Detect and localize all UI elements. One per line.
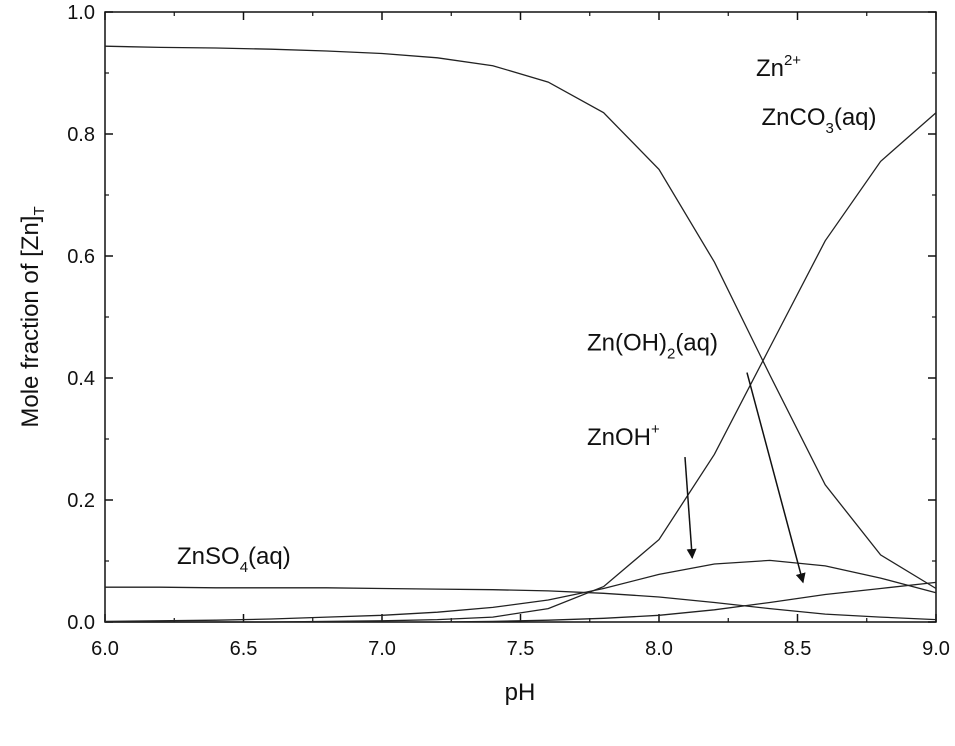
x-tick-label: 6.5: [230, 638, 258, 660]
x-tick-label: 7.0: [368, 638, 396, 660]
arrow-znoh: [684, 457, 697, 559]
x-tick-label: 8.0: [645, 638, 673, 660]
y-tick-label: 0.8: [67, 124, 95, 146]
series-line-znso4-aq: [105, 586, 937, 621]
series-line-zn2: [104, 45, 937, 590]
series-lines: [104, 45, 937, 623]
label-znoh: ZnOH+: [587, 421, 660, 451]
y-tick-label: 0.0: [67, 612, 95, 634]
annotations: Zn2+ ZnCO3(aq) Zn(OH)2(aq) ZnOH+ ZnSO4(aq): [177, 52, 877, 584]
axis-ticks: 6.0 6.5 7.0 7.5 8.0 8.5 9.0 0.0 0.2 0.4 0.6 0.8 1.0: [67, 2, 950, 660]
series-line-zn-oh-2-aq: [105, 581, 937, 623]
y-tick-label: 0.2: [67, 490, 95, 512]
y-axis-title-sub: T: [31, 206, 48, 215]
label-znso4: ZnSO4(aq): [177, 543, 291, 576]
y-tick-label: 0.6: [67, 246, 95, 268]
label-znco3: ZnCO3(aq): [761, 104, 876, 137]
label-zn2: Zn2+: [756, 52, 801, 82]
y-axis-title: Mole fraction of [Zn]T: [17, 206, 48, 427]
arrow-znoh2: [746, 372, 806, 584]
y-axis-title-main: Mole fraction of [Zn]: [17, 216, 44, 428]
x-tick-label: 6.0: [91, 638, 119, 660]
y-tick-label: 1.0: [67, 2, 95, 24]
x-tick-label: 7.5: [507, 638, 535, 660]
x-tick-label: 9.0: [922, 638, 950, 660]
y-tick-label: 0.4: [67, 368, 95, 390]
x-tick-label: 8.5: [784, 638, 812, 660]
x-axis-title: pH: [505, 679, 536, 706]
label-znoh2: Zn(OH)2(aq): [587, 330, 718, 363]
